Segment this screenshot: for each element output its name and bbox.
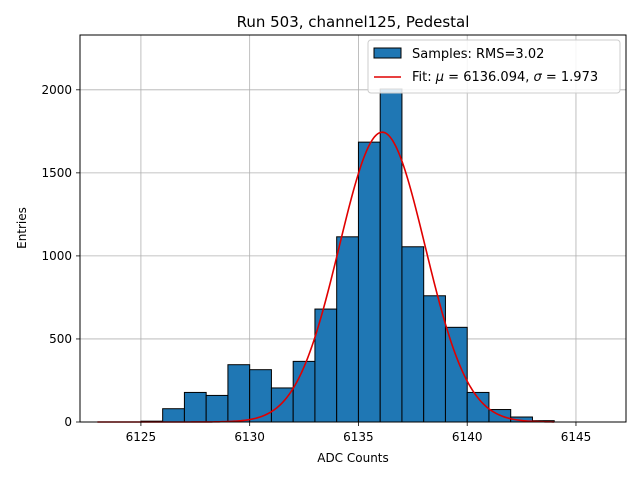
legend-box (367, 39, 621, 94)
fit-label-sigma-symbol: σ (534, 70, 543, 85)
histogram-bar (162, 408, 185, 423)
y-tick-label: 0 (64, 415, 72, 429)
histogram-bar (401, 246, 425, 423)
fit-label-mu-symbol: μ (435, 70, 444, 85)
fit-label-prefix: Fit: (412, 70, 436, 85)
fit-label-mu-value: = 6136.094, (444, 70, 533, 85)
x-axis-label: ADC Counts (317, 451, 389, 465)
legend-histogram-swatch (373, 47, 402, 59)
y-tick-label: 2000 (41, 83, 72, 97)
plot-frame (79, 34, 627, 423)
x-tick-label: 6135 (343, 430, 374, 444)
x-tick-label: 6130 (234, 430, 265, 444)
histogram-bar (183, 391, 207, 423)
legend-histogram-label: Samples: RMS=3.02 (412, 47, 544, 62)
x-tick-label: 6145 (561, 430, 592, 444)
legend-fit-label: Fit: μ = 6136.094, σ = 1.973 (412, 70, 598, 85)
y-tick-label: 500 (49, 332, 72, 346)
x-tick-label: 6140 (452, 430, 483, 444)
legend: Samples: RMS=3.02 Fit: μ = 6136.094, σ =… (367, 39, 621, 94)
chart-title: Run 503, channel125, Pedestal (237, 13, 470, 31)
y-axis-label: Entries (15, 207, 29, 249)
y-tick-label: 1000 (41, 249, 72, 263)
x-axis-ticks: 6125 6130 6135 6140 6145 (126, 422, 592, 444)
histogram-bar (336, 236, 359, 423)
y-axis-ticks: 0 500 1000 1500 2000 (41, 83, 80, 429)
y-tick-label: 1500 (41, 166, 72, 180)
histogram-bar (292, 360, 316, 423)
x-tick-label: 6125 (126, 430, 157, 444)
histogram-bar (205, 394, 229, 423)
histogram-bar (357, 141, 381, 423)
histogram-bar (227, 364, 251, 423)
fit-label-sigma-value: = 1.973 (542, 70, 598, 85)
